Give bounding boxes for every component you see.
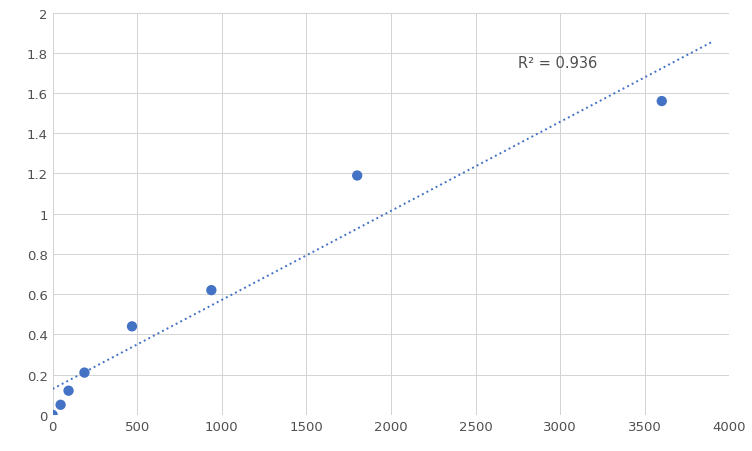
Point	[205, 287, 217, 294]
Point	[62, 387, 74, 395]
Point	[656, 98, 668, 106]
Point	[351, 172, 363, 179]
Point	[78, 369, 90, 377]
Text: R² = 0.936: R² = 0.936	[518, 56, 597, 71]
Point	[55, 401, 67, 409]
Point	[47, 411, 59, 419]
Point	[126, 323, 138, 330]
